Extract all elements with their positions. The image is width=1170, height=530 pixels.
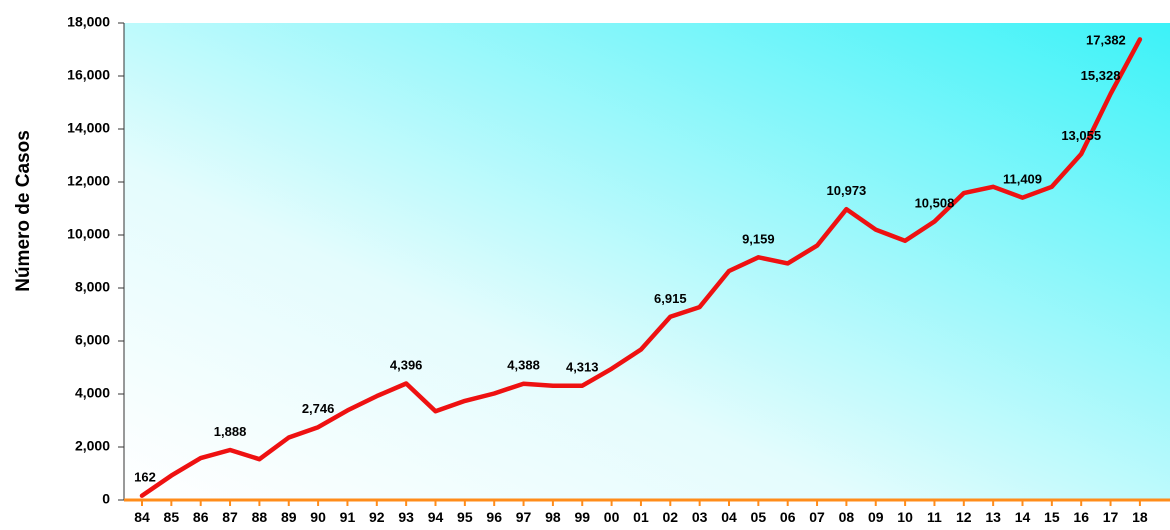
- x-tick-label: 99: [574, 509, 590, 525]
- y-axis-ticks: 0 2,000 4,000 6,000 8,000 10,000 12,000 14,000 1…: [67, 14, 124, 507]
- x-tick-label: 92: [369, 509, 385, 525]
- x-tick-label: 97: [516, 509, 532, 525]
- data-label: 162: [134, 470, 156, 485]
- x-tick-label: 86: [193, 509, 209, 525]
- x-tick-label: 85: [164, 509, 180, 525]
- x-tick-label: 05: [751, 509, 767, 525]
- x-tick-label: 18: [1132, 509, 1148, 525]
- data-label: 4,396: [390, 358, 423, 373]
- x-tick-label: 11: [927, 509, 942, 525]
- y-tick-label: 14,000: [67, 120, 110, 136]
- x-tick-label: 13: [985, 509, 1001, 525]
- data-label: 15,328: [1081, 68, 1121, 83]
- y-tick-label: 0: [102, 491, 110, 507]
- data-label: 4,313: [566, 360, 599, 375]
- x-tick-label: 95: [457, 509, 473, 525]
- series-line: [139, 37, 1143, 498]
- y-tick-label: 8,000: [75, 279, 110, 295]
- x-tick-label: 94: [428, 509, 444, 525]
- x-tick-label: 96: [486, 509, 502, 525]
- x-tick-label: 03: [692, 509, 708, 525]
- y-axis-label: Número de Casos: [13, 130, 34, 292]
- data-label: 6,915: [654, 291, 687, 306]
- data-label: 13,055: [1061, 128, 1101, 143]
- x-tick-label: 10: [897, 509, 913, 525]
- data-label: 1,888: [214, 424, 247, 439]
- x-tick-label: 04: [721, 509, 737, 525]
- data-label: 10,508: [915, 196, 955, 211]
- plot-area: [124, 23, 1170, 500]
- x-tick-label: 02: [663, 509, 679, 525]
- x-tick-label: 84: [134, 509, 150, 525]
- y-tick-label: 18,000: [67, 14, 110, 30]
- x-tick-label: 91: [340, 509, 356, 525]
- x-tick-label: 88: [252, 509, 268, 525]
- x-tick-label: 01: [633, 509, 649, 525]
- x-tick-label: 16: [1073, 509, 1089, 525]
- x-tick-label: 90: [310, 509, 326, 525]
- data-label: 17,382: [1086, 32, 1126, 47]
- data-label: 4,388: [507, 358, 540, 373]
- x-tick-label: 09: [868, 509, 884, 525]
- y-tick-label: 10,000: [67, 226, 110, 242]
- y-tick-label: 16,000: [67, 67, 110, 83]
- x-tick-label: 15: [1044, 509, 1060, 525]
- x-tick-label: 14: [1015, 509, 1031, 525]
- x-tick-label: 87: [222, 509, 238, 525]
- y-tick-label: 2,000: [75, 438, 110, 454]
- x-tick-label: 00: [604, 509, 620, 525]
- x-tick-label: 17: [1103, 509, 1119, 525]
- y-tick-label: 4,000: [75, 385, 110, 401]
- y-tick-label: 12,000: [67, 173, 110, 189]
- x-tick-label: 07: [809, 509, 825, 525]
- data-label: 11,409: [1003, 172, 1042, 187]
- x-axis-ticks: 84 85 86 87 88 89 90 91 92 93 94 95 96 97 98 99 00 01 02 03…: [134, 500, 1148, 525]
- x-tick-label: 08: [839, 509, 855, 525]
- x-tick-label: 89: [281, 509, 297, 525]
- data-labels: 162 1,888 2,746 4,396 4,388 4,313 6,915 9,159 10…: [134, 32, 1126, 484]
- x-tick-label: 06: [780, 509, 796, 525]
- data-label: 2,746: [302, 401, 335, 416]
- data-label: 10,973: [827, 183, 867, 198]
- data-label: 9,159: [742, 231, 775, 246]
- x-tick-label: 98: [545, 509, 561, 525]
- y-tick-label: 6,000: [75, 332, 110, 348]
- x-tick-label: 93: [398, 509, 414, 525]
- x-tick-label: 12: [956, 509, 972, 525]
